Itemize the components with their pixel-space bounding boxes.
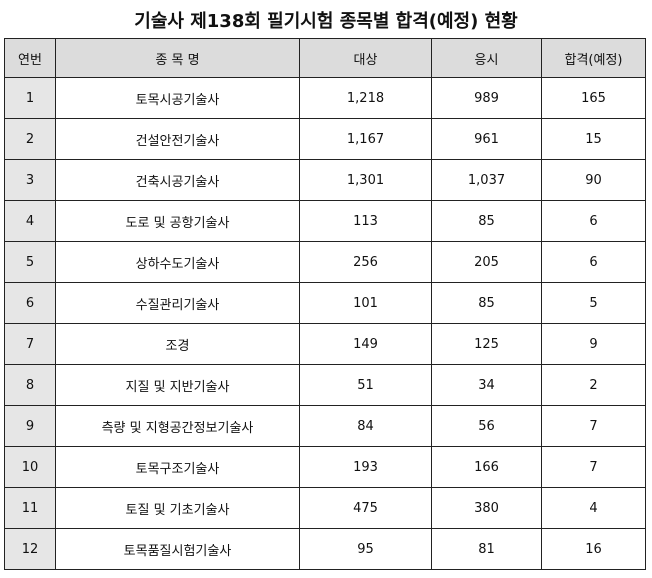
header-cell-item-name: 종 목 명 — [55, 38, 300, 78]
table-row: 1 토목시공기술사 1,218 989 165 — [4, 77, 646, 119]
cell-item-name: 수질관리기술사 — [55, 282, 300, 324]
header-cell-number: 연번 — [4, 38, 56, 78]
table-row: 10 토목구조기술사 193 166 7 — [4, 446, 646, 488]
cell-examinees: 56 — [431, 405, 542, 447]
cell-passed: 165 — [541, 77, 646, 119]
cell-examinees: 85 — [431, 200, 542, 242]
cell-item-name: 상하수도기술사 — [55, 241, 300, 283]
cell-applicants: 1,301 — [299, 159, 432, 201]
header-cell-passed: 합격(예정) — [541, 38, 646, 78]
cell-number: 11 — [4, 487, 56, 529]
cell-passed: 7 — [541, 405, 646, 447]
cell-examinees: 166 — [431, 446, 542, 488]
cell-passed: 2 — [541, 364, 646, 406]
table-body: 1 토목시공기술사 1,218 989 165 2 건설안전기술사 1,167 961 15 3 건축… — [4, 77, 646, 570]
cell-examinees: 989 — [431, 77, 542, 119]
cell-item-name: 토목시공기술사 — [55, 77, 300, 119]
cell-number: 8 — [4, 364, 56, 406]
cell-examinees: 1,037 — [431, 159, 542, 201]
cell-number: 12 — [4, 528, 56, 570]
cell-applicants: 113 — [299, 200, 432, 242]
cell-passed: 5 — [541, 282, 646, 324]
table-row: 6 수질관리기술사 101 85 5 — [4, 282, 646, 324]
cell-number: 1 — [4, 77, 56, 119]
table-row: 9 측량 및 지형공간정보기술사 84 56 7 — [4, 405, 646, 447]
cell-applicants: 101 — [299, 282, 432, 324]
table-row: 11 토질 및 기초기술사 475 380 4 — [4, 487, 646, 529]
cell-applicants: 1,167 — [299, 118, 432, 160]
cell-applicants: 193 — [299, 446, 432, 488]
cell-item-name: 토질 및 기초기술사 — [55, 487, 300, 529]
table-row: 3 건축시공기술사 1,301 1,037 90 — [4, 159, 646, 201]
cell-passed: 6 — [541, 241, 646, 283]
cell-examinees: 205 — [431, 241, 542, 283]
cell-number: 3 — [4, 159, 56, 201]
page-title: 기술사 제138회 필기시험 종목별 합격(예정) 현황 — [134, 11, 518, 32]
cell-applicants: 51 — [299, 364, 432, 406]
cell-applicants: 475 — [299, 487, 432, 529]
cell-item-name: 토목품질시험기술사 — [55, 528, 300, 570]
cell-examinees: 81 — [431, 528, 542, 570]
cell-passed: 4 — [541, 487, 646, 529]
header-cell-applicants: 대상 — [299, 38, 432, 78]
cell-applicants: 95 — [299, 528, 432, 570]
cell-passed: 90 — [541, 159, 646, 201]
table-row: 4 도로 및 공항기술사 113 85 6 — [4, 200, 646, 242]
cell-passed: 15 — [541, 118, 646, 160]
cell-examinees: 961 — [431, 118, 542, 160]
cell-examinees: 380 — [431, 487, 542, 529]
cell-item-name: 도로 및 공항기술사 — [55, 200, 300, 242]
cell-examinees: 34 — [431, 364, 542, 406]
cell-examinees: 85 — [431, 282, 542, 324]
cell-item-name: 건설안전기술사 — [55, 118, 300, 160]
cell-passed: 16 — [541, 528, 646, 570]
cell-item-name: 토목구조기술사 — [55, 446, 300, 488]
header-cell-examinees: 응시 — [431, 38, 542, 78]
table-row: 8 지질 및 지반기술사 51 34 2 — [4, 364, 646, 406]
cell-applicants: 1,218 — [299, 77, 432, 119]
table-row: 12 토목품질시험기술사 95 81 16 — [4, 528, 646, 570]
cell-number: 2 — [4, 118, 56, 160]
cell-passed: 9 — [541, 323, 646, 365]
cell-applicants: 149 — [299, 323, 432, 365]
cell-item-name: 조경 — [55, 323, 300, 365]
cell-item-name: 측량 및 지형공간정보기술사 — [55, 405, 300, 447]
cell-applicants: 256 — [299, 241, 432, 283]
cell-passed: 7 — [541, 446, 646, 488]
table-row: 2 건설안전기술사 1,167 961 15 — [4, 118, 646, 160]
table-row: 5 상하수도기술사 256 205 6 — [4, 241, 646, 283]
cell-number: 6 — [4, 282, 56, 324]
cell-applicants: 84 — [299, 405, 432, 447]
cell-passed: 6 — [541, 200, 646, 242]
cell-number: 7 — [4, 323, 56, 365]
cell-item-name: 지질 및 지반기술사 — [55, 364, 300, 406]
cell-number: 9 — [4, 405, 56, 447]
table-row: 7 조경 149 125 9 — [4, 323, 646, 365]
cell-examinees: 125 — [431, 323, 542, 365]
cell-item-name: 건축시공기술사 — [55, 159, 300, 201]
cell-number: 10 — [4, 446, 56, 488]
results-table: 연번 종 목 명 대상 응시 합격(예정) 1 토목시공기술사 1,218 989 16… — [4, 38, 646, 570]
header-row: 연번 종 목 명 대상 응시 합격(예정) — [4, 38, 646, 78]
cell-number: 4 — [4, 200, 56, 242]
cell-number: 5 — [4, 241, 56, 283]
